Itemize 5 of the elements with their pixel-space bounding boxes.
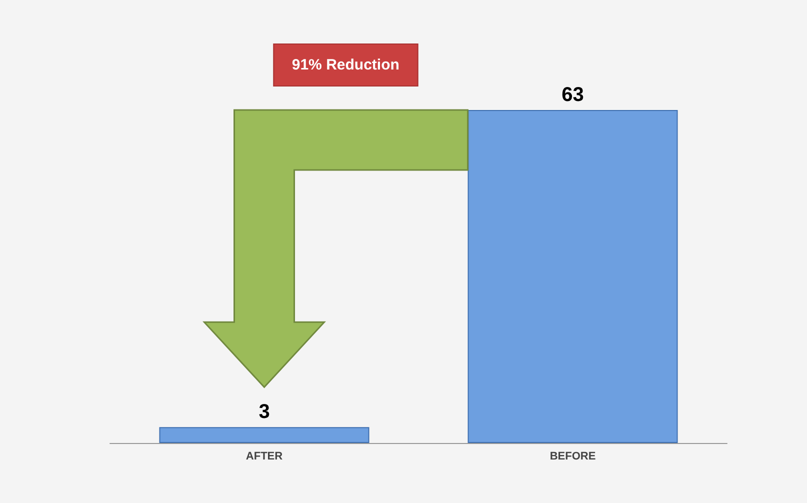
x-tick-label: BEFORE	[550, 450, 596, 462]
data-label: 3	[258, 401, 270, 424]
data-label: 63	[562, 84, 584, 106]
text: 91% Reduction	[272, 44, 418, 86]
x-tick-label: AFTER	[246, 450, 283, 462]
